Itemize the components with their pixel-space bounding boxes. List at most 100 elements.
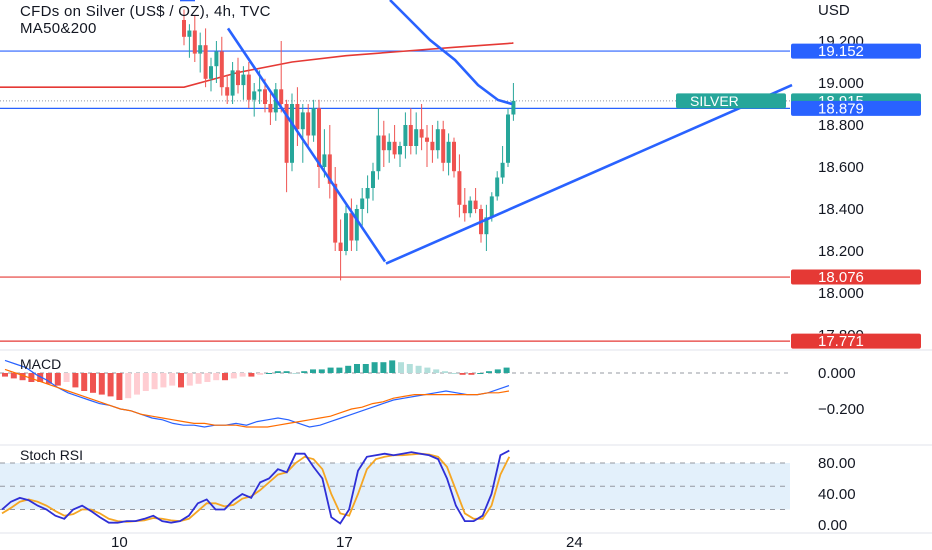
price-axis-badge bbox=[791, 43, 921, 59]
macd-histogram-bar bbox=[81, 373, 88, 391]
macd-histogram-bar bbox=[28, 373, 35, 382]
macd-histogram-bar bbox=[142, 373, 149, 391]
candle-body bbox=[511, 100, 516, 115]
candle-body bbox=[381, 135, 386, 151]
candle-body bbox=[300, 112, 305, 130]
price-axis-badge-value: 18.076 bbox=[818, 269, 864, 286]
candle-body bbox=[295, 104, 300, 130]
price-axis-badge-value: 17.771 bbox=[818, 333, 864, 350]
macd-histogram-bar bbox=[222, 373, 228, 381]
stoch-k-line bbox=[1, 449, 510, 525]
macd-histogram-bar bbox=[283, 371, 290, 373]
price-axis-badge-value: 19.152 bbox=[818, 43, 864, 60]
candle-body bbox=[354, 209, 359, 241]
macd-histogram-bar bbox=[134, 373, 140, 395]
indicator-label: MA50&200 bbox=[20, 20, 97, 37]
price-axis-badge-value: 18.879 bbox=[818, 100, 864, 117]
candle-body bbox=[268, 104, 273, 113]
price-tick-label: 18.800 bbox=[818, 117, 864, 134]
candle-body bbox=[349, 213, 354, 241]
macd-histogram-bar bbox=[151, 373, 158, 390]
candle-body bbox=[338, 242, 343, 251]
macd-histogram-bar bbox=[169, 373, 176, 386]
macd-histogram-bar bbox=[195, 373, 202, 384]
candle-body bbox=[257, 89, 262, 92]
macd-histogram-bar bbox=[362, 364, 369, 373]
macd-histogram-bar bbox=[442, 371, 448, 373]
macd-histogram-bar bbox=[415, 365, 422, 373]
stoch-rsi-pane-title: Stoch RSI bbox=[20, 447, 84, 463]
candle-body bbox=[419, 129, 424, 138]
price-axis-badge bbox=[791, 333, 921, 349]
macd-histogram-bar bbox=[90, 373, 96, 393]
candle-body bbox=[462, 204, 467, 214]
candle-body bbox=[371, 171, 375, 188]
symbol-label-badge-text: SILVER bbox=[690, 93, 739, 109]
price-tick-label: 18.400 bbox=[818, 201, 864, 218]
price-tick-label: 19.000 bbox=[818, 75, 864, 92]
candle-body bbox=[246, 74, 251, 100]
price-tick-label: 18.600 bbox=[818, 159, 864, 176]
price-tick-label: 18.000 bbox=[818, 285, 864, 302]
candle-body bbox=[403, 125, 408, 146]
candle-body bbox=[387, 141, 392, 151]
candle-body bbox=[290, 104, 294, 163]
macd-histogram-bar bbox=[248, 373, 255, 377]
candle-body bbox=[317, 108, 321, 167]
candle-body bbox=[279, 89, 284, 104]
macd-histogram-bar bbox=[230, 373, 237, 379]
macd-histogram-bar bbox=[204, 373, 211, 382]
candle-body bbox=[322, 154, 327, 167]
time-tick-label: 24 bbox=[566, 534, 583, 550]
macd-histogram-bar bbox=[477, 373, 484, 374]
macd-histogram-bar bbox=[107, 373, 114, 397]
macd-histogram-bar bbox=[292, 373, 299, 374]
macd-histogram-bar bbox=[54, 373, 61, 386]
macd-histogram-bar bbox=[63, 373, 70, 382]
candle-body bbox=[441, 129, 446, 163]
price-axis-badge bbox=[791, 100, 921, 116]
stoch-tick-label: 0.00 bbox=[818, 517, 847, 534]
candle-body bbox=[198, 45, 203, 54]
candle-body bbox=[495, 177, 500, 197]
ascending-trendline bbox=[385, 83, 793, 265]
symbol-label-badge bbox=[676, 93, 786, 109]
price-axis-badge bbox=[791, 269, 921, 285]
stoch-tick-label: 80.00 bbox=[818, 455, 856, 472]
macd-histogram-bar bbox=[398, 362, 404, 373]
macd-histogram-bar bbox=[72, 373, 79, 388]
macd-histogram-bar bbox=[450, 373, 457, 374]
macd-histogram-bar bbox=[274, 371, 281, 373]
candle-body bbox=[209, 66, 213, 79]
candle-body bbox=[408, 125, 413, 146]
macd-histogram-bar bbox=[406, 364, 413, 373]
macd-histogram-bar bbox=[336, 367, 343, 373]
candle-body bbox=[192, 30, 197, 54]
candle-body bbox=[430, 141, 435, 151]
macd-histogram-bar bbox=[125, 373, 132, 399]
candle-body bbox=[489, 196, 494, 218]
macd-histogram-bar bbox=[37, 373, 44, 382]
macd-histogram-bar bbox=[424, 367, 431, 373]
macd-tick-label: 0.000 bbox=[818, 365, 856, 382]
y-axis-unit: USD bbox=[818, 2, 850, 19]
ma50-line bbox=[389, 0, 513, 106]
candle-body bbox=[236, 70, 240, 86]
candle-body bbox=[360, 198, 365, 209]
macd-histogram-bar bbox=[380, 362, 387, 373]
macd-histogram-bar bbox=[503, 367, 510, 373]
time-tick-label: 10 bbox=[111, 534, 128, 550]
macd-histogram-bar bbox=[178, 373, 184, 388]
macd-pane-title: MACD bbox=[20, 356, 62, 372]
macd-histogram-bar bbox=[266, 373, 272, 374]
macd-tick-label: −0.200 bbox=[818, 401, 864, 418]
macd-histogram-bar bbox=[116, 373, 123, 400]
candle-body bbox=[214, 51, 219, 67]
macd-histogram-bar bbox=[486, 371, 492, 373]
candle-body bbox=[225, 87, 230, 96]
macd-histogram-bar bbox=[371, 362, 378, 373]
ma200-line bbox=[0, 42, 514, 88]
candle-body bbox=[473, 200, 478, 209]
candle-body bbox=[187, 30, 192, 37]
